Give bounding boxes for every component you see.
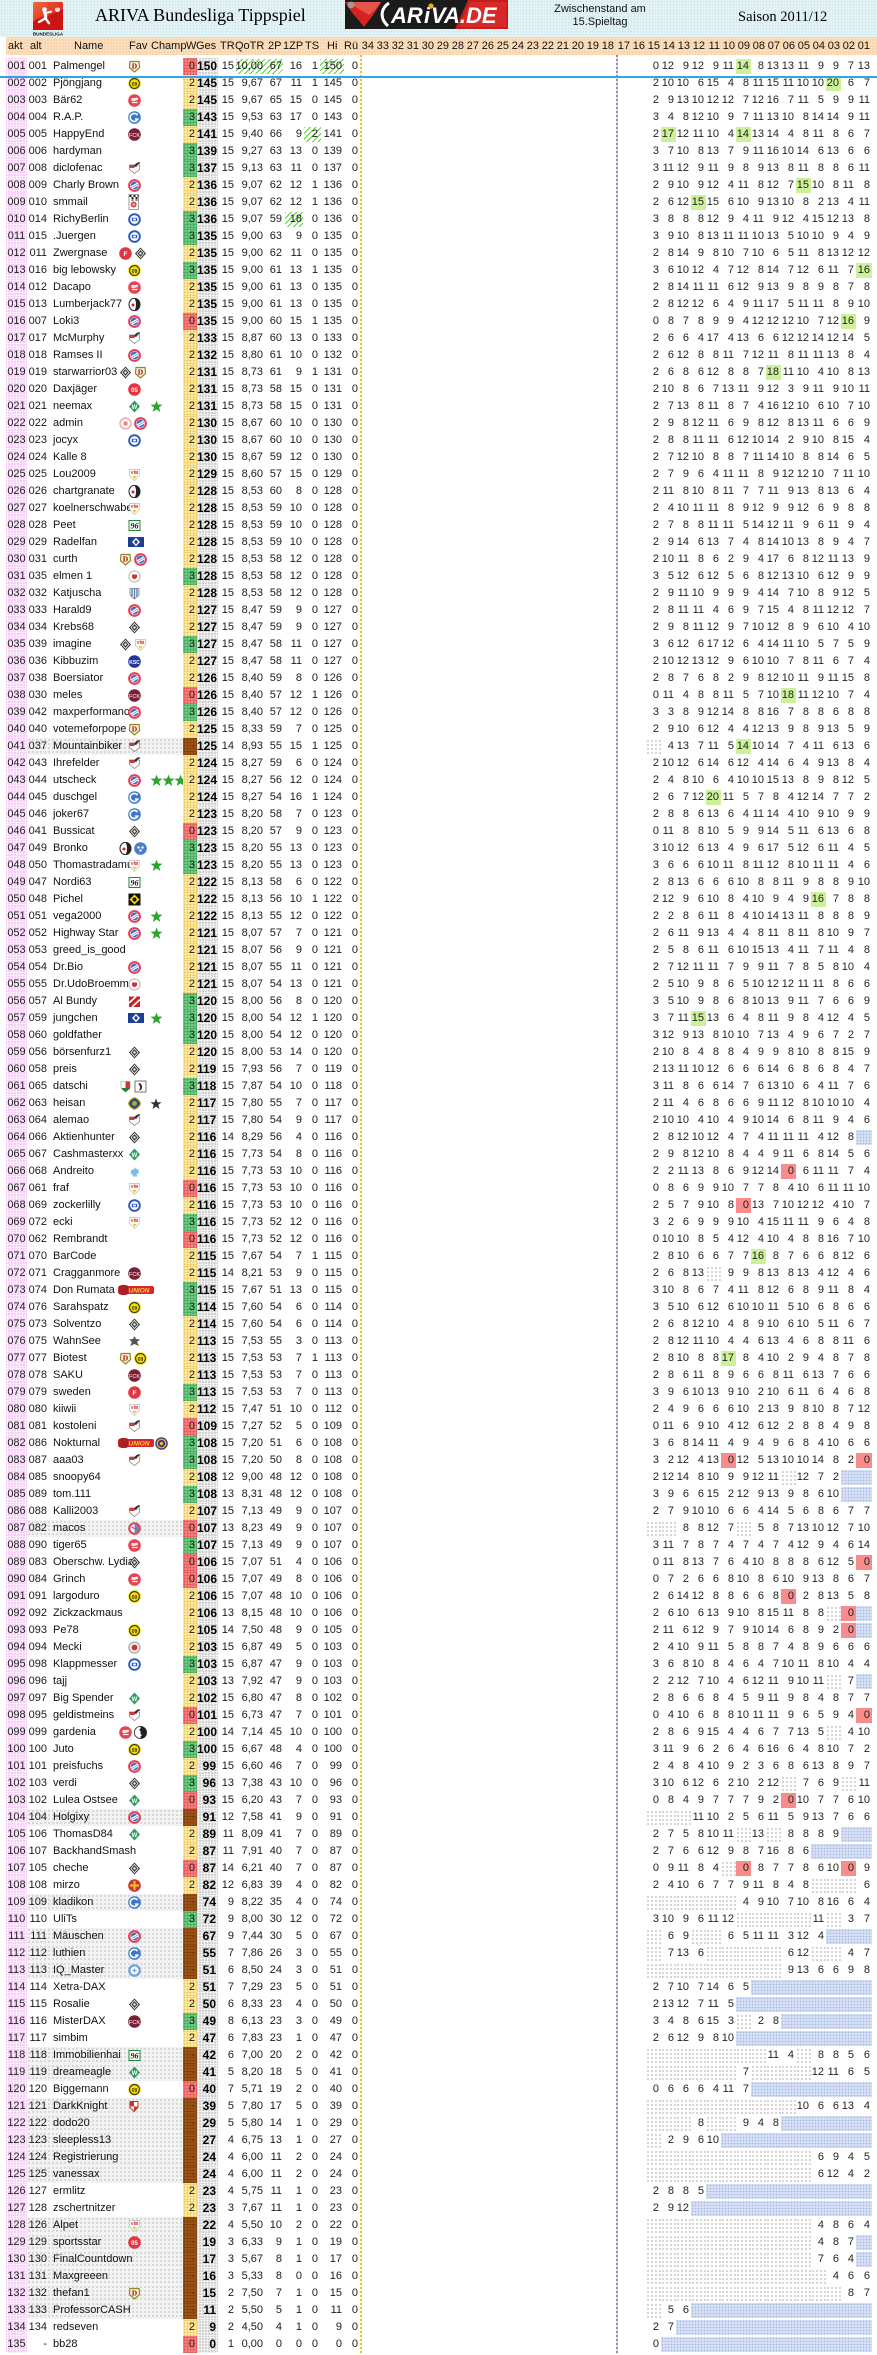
svg-text:i: i	[424, 3, 431, 28]
svg-text:W: W	[132, 1799, 138, 1805]
svg-text:FCK: FCK	[129, 133, 140, 139]
svg-text:09: 09	[132, 1595, 138, 1601]
svg-text:VA.DE: VA.DE	[431, 3, 498, 28]
svg-text:96: 96	[131, 879, 139, 888]
svg-text:VfB: VfB	[131, 1184, 140, 1189]
svg-text:FCK: FCK	[129, 1374, 140, 1380]
svg-text:96: 96	[131, 2052, 139, 2061]
svg-text:D: D	[123, 555, 129, 564]
svg-text:09: 09	[132, 82, 138, 88]
svg-text:VfB: VfB	[131, 504, 140, 509]
svg-text:VfB: VfB	[137, 640, 146, 645]
svg-text:D: D	[138, 368, 144, 377]
svg-text:D: D	[123, 1354, 129, 1363]
svg-text:F: F	[133, 1390, 137, 1397]
svg-text:UNION: UNION	[129, 1441, 150, 1448]
svg-text:VfB: VfB	[131, 470, 140, 475]
svg-text:AR: AR	[390, 3, 423, 28]
svg-text:FCK: FCK	[129, 1272, 140, 1278]
svg-text:09: 09	[138, 1357, 144, 1363]
svg-text:VfB: VfB	[131, 2221, 140, 2226]
svg-text:09: 09	[132, 269, 138, 275]
svg-text:D: D	[132, 62, 138, 71]
svg-text:W: W	[132, 1833, 138, 1839]
svg-text:VfB: VfB	[131, 861, 140, 866]
svg-text:W: W	[132, 1697, 138, 1703]
svg-text:05: 05	[131, 388, 138, 394]
svg-text:VfB: VfB	[131, 1405, 140, 1410]
svg-text:KSC: KSC	[129, 660, 140, 666]
svg-text:09: 09	[132, 2088, 138, 2094]
svg-text:D: D	[132, 725, 138, 734]
svg-text:W: W	[132, 1153, 138, 1159]
svg-text:09: 09	[132, 1748, 138, 1754]
svg-text:BUNDESLIGA: BUNDESLIGA	[33, 32, 63, 37]
svg-text:09: 09	[132, 1629, 138, 1635]
svg-text:96: 96	[131, 522, 139, 531]
svg-text:D: D	[132, 2289, 138, 2298]
svg-text:VfB: VfB	[131, 1218, 140, 1223]
svg-text:09: 09	[132, 1306, 138, 1312]
svg-text:W: W	[132, 405, 138, 411]
svg-text:05: 05	[131, 2241, 138, 2247]
svg-text:W: W	[132, 2071, 138, 2077]
svg-text:F: F	[124, 251, 128, 258]
svg-text:FCK: FCK	[129, 2020, 140, 2026]
svg-text:UNION: UNION	[129, 1288, 150, 1295]
svg-text:FCK: FCK	[129, 694, 140, 700]
